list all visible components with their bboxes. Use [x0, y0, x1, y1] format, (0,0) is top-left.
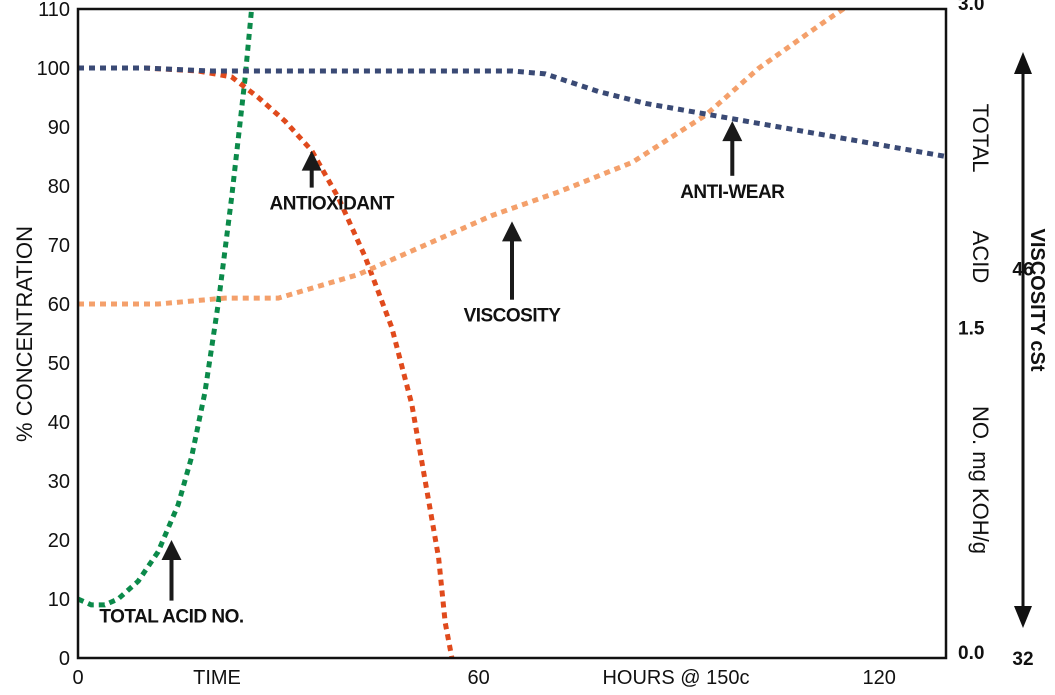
- right-inner-label-no: NO. mg KOH/g: [968, 406, 993, 554]
- tan-axis-tick-label: 1.5: [958, 319, 985, 340]
- annotation-arrow-head: [502, 221, 522, 242]
- plot-frame: [76, 7, 948, 660]
- series-layer: [78, 9, 946, 658]
- y-tick-label: 60: [48, 294, 70, 316]
- series-line-antioxidant: [78, 65, 455, 658]
- y-tick-label: 20: [48, 530, 70, 552]
- annotation-arrow-head: [301, 150, 322, 171]
- y-tick-label: 110: [38, 0, 70, 21]
- annotation-label: ANTIOXIDANT: [270, 194, 395, 215]
- annotation-label: ANTI-WEAR: [680, 182, 785, 203]
- y-tick-label: 50: [48, 353, 70, 375]
- y-tick-label: 90: [48, 117, 70, 139]
- right-outer-axis-label: VISCOSITY cSt: [1026, 228, 1048, 371]
- y-axis-ticks: 0 10 20 30 40 50 60 70 80 90 100 110: [37, 0, 70, 670]
- x-axis-ticks: 0 60 120: [72, 667, 895, 689]
- annotation: VISCOSITY: [464, 221, 562, 327]
- x-tick-label: 0: [72, 667, 83, 689]
- viscosity-axis-tick-label: 32: [1012, 649, 1033, 670]
- right-axis-ticks: 0.01.53.03246150: [958, 0, 1034, 670]
- series-line-antiwear: [78, 65, 946, 159]
- annotation-arrow-head: [161, 540, 182, 560]
- y-tick-label: 100: [37, 58, 70, 80]
- x-tick-label: 120: [863, 667, 896, 689]
- x-axis-label-hours: HOURS @ 150c: [602, 667, 749, 689]
- x-tick-label: 60: [467, 667, 489, 689]
- annotation: ANTI-WEAR: [680, 121, 786, 203]
- y-tick-label: 0: [59, 648, 70, 670]
- annotation: ANTIOXIDANT: [270, 150, 395, 215]
- y-tick-label: 80: [48, 176, 70, 198]
- right-inner-label-total: TOTAL: [968, 104, 993, 173]
- x-axis-label-time: TIME: [193, 667, 241, 689]
- y-tick-label: 70: [48, 235, 70, 257]
- y-axis-label: % CONCENTRATION: [12, 226, 37, 442]
- annotation-label: TOTAL ACID NO.: [99, 607, 243, 628]
- annotation-arrow-head: [722, 121, 743, 142]
- viscosity-axis-arrow: [1014, 52, 1032, 628]
- y-tick-label: 30: [48, 471, 70, 493]
- annotation: TOTAL ACID NO.: [99, 540, 244, 628]
- tan-axis-tick-label: 3.0: [958, 0, 984, 15]
- annotations: ANTIOXIDANT ANTI-WEAR VISCOSITY TOTAL ACID …: [99, 121, 786, 628]
- right-inner-label-acid: ACID: [968, 231, 993, 284]
- annotation-label: VISCOSITY: [464, 306, 562, 327]
- series-line-viscosity: [78, 9, 848, 307]
- tan-axis-tick-label: 0.0: [958, 643, 984, 664]
- y-tick-label: 10: [48, 589, 70, 611]
- y-tick-label: 40: [48, 412, 70, 434]
